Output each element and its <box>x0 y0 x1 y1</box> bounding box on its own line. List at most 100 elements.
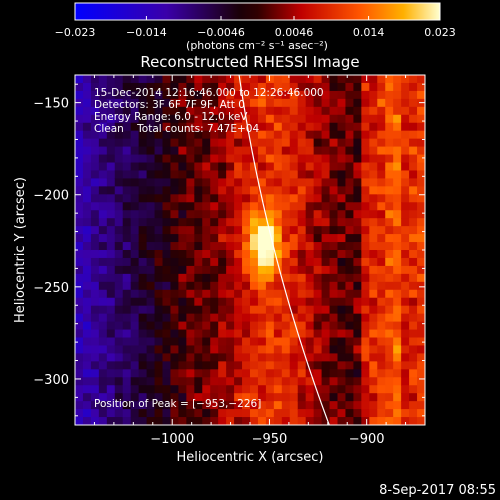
heatmap-cell <box>138 409 148 418</box>
heatmap-cell <box>353 273 362 283</box>
heatmap-cell <box>202 321 211 331</box>
heatmap-cell <box>138 90 148 100</box>
heatmap-cell <box>154 146 164 156</box>
heatmap-cell <box>170 369 179 378</box>
heatmap-cell <box>114 385 124 394</box>
heatmap-cell <box>313 337 323 347</box>
heatmap-cell <box>281 337 291 347</box>
heatmap-cell <box>154 329 164 339</box>
heatmap-cell <box>186 82 195 92</box>
heatmap-cell <box>90 146 100 156</box>
heatmap-cell <box>281 162 291 172</box>
heatmap-cell <box>361 162 370 172</box>
heatmap-cell <box>417 313 425 323</box>
heatmap-cell <box>250 218 259 227</box>
heatmap-cell <box>257 218 267 227</box>
heatmap-cell <box>202 122 211 132</box>
heatmap-cell <box>226 297 235 307</box>
heatmap-cell <box>114 265 124 275</box>
heatmap-cell <box>106 146 116 156</box>
heatmap-cell <box>353 250 362 259</box>
heatmap-cell <box>281 90 291 100</box>
heatmap-cell <box>162 329 172 339</box>
heatmap-cell <box>98 369 108 378</box>
heatmap-cell <box>385 385 394 394</box>
heatmap-cell <box>218 265 227 275</box>
heatmap-cell <box>289 273 299 283</box>
heatmap-cell <box>82 353 92 362</box>
heatmap-cell <box>401 377 410 386</box>
heatmap-cell <box>281 409 291 418</box>
heatmap-cell <box>90 250 100 259</box>
heatmap-cell <box>194 250 203 259</box>
heatmap-cell <box>154 369 164 378</box>
heatmap-cell <box>329 297 339 307</box>
heatmap-cell <box>75 202 84 211</box>
heatmap-cell <box>234 329 243 339</box>
heatmap-cell <box>385 122 394 132</box>
heatmap-cell <box>361 178 370 187</box>
colorbar-ticks: −0.023 −0.014 −0.0046 0.0046 0.014 0.023 <box>55 16 456 39</box>
heatmap-cell <box>337 162 347 172</box>
heatmap-cell <box>250 146 259 156</box>
heatmap-cell <box>162 130 172 140</box>
heatmap-cell <box>289 305 299 315</box>
heatmap-cell <box>98 417 108 425</box>
heatmap-cell <box>337 257 347 267</box>
heatmap-cell <box>154 273 164 283</box>
heatmap-cell <box>361 154 370 164</box>
heatmap-cell <box>297 353 307 362</box>
heatmap-cell <box>353 385 362 394</box>
heatmap-cell <box>297 385 307 394</box>
heatmap-cell <box>409 210 418 219</box>
heatmap-cell <box>178 234 187 243</box>
heatmap-cell <box>353 130 362 140</box>
heatmap-cell <box>377 321 386 331</box>
heatmap-cell <box>401 178 410 187</box>
heatmap-cell <box>146 329 156 339</box>
heatmap-cell <box>218 146 227 156</box>
heatmap-cell <box>361 194 370 203</box>
heatmap-cell <box>210 75 219 84</box>
heatmap-cell <box>345 273 354 283</box>
heatmap-cell <box>154 186 164 195</box>
heatmap-cell <box>257 242 267 251</box>
heatmap-cell <box>98 138 108 148</box>
heatmap-cell <box>242 353 251 362</box>
heatmap-cell <box>393 75 402 84</box>
heatmap-cell <box>345 210 354 219</box>
heatmap-cell <box>361 210 370 219</box>
heatmap-cell <box>329 218 339 227</box>
heatmap-cell <box>106 353 116 362</box>
heatmap-cell <box>218 385 227 394</box>
heatmap-cell <box>305 345 315 354</box>
heatmap-cell <box>273 377 283 386</box>
heatmap-cell <box>122 98 132 108</box>
heatmap-cell <box>242 162 251 172</box>
heatmap-cell <box>122 329 132 339</box>
heatmap-cell <box>154 353 164 362</box>
heatmap-cell <box>242 138 251 148</box>
heatmap-cell <box>138 321 148 331</box>
heatmap-cell <box>329 281 339 291</box>
heatmap-cell <box>178 82 187 92</box>
heatmap-cell <box>353 178 362 187</box>
heatmap-cell <box>98 337 108 347</box>
heatmap-cell <box>393 265 402 275</box>
heatmap-cell <box>82 106 92 116</box>
heatmap-cell <box>138 345 148 354</box>
heatmap-cell <box>305 393 315 402</box>
heatmap-cell <box>281 353 291 362</box>
heatmap-cell <box>289 250 299 259</box>
heatmap-cell <box>257 273 267 283</box>
heatmap-cell <box>75 377 84 386</box>
heatmap-cell <box>385 345 394 354</box>
heatmap-cell <box>265 393 275 402</box>
heatmap-cell <box>82 345 92 354</box>
heatmap-cell <box>226 265 235 275</box>
heatmap-cell <box>289 218 299 227</box>
heatmap-cell <box>202 393 211 402</box>
heatmap-cell <box>337 178 347 187</box>
heatmap-cell <box>178 202 187 211</box>
heatmap-cell <box>393 281 402 291</box>
